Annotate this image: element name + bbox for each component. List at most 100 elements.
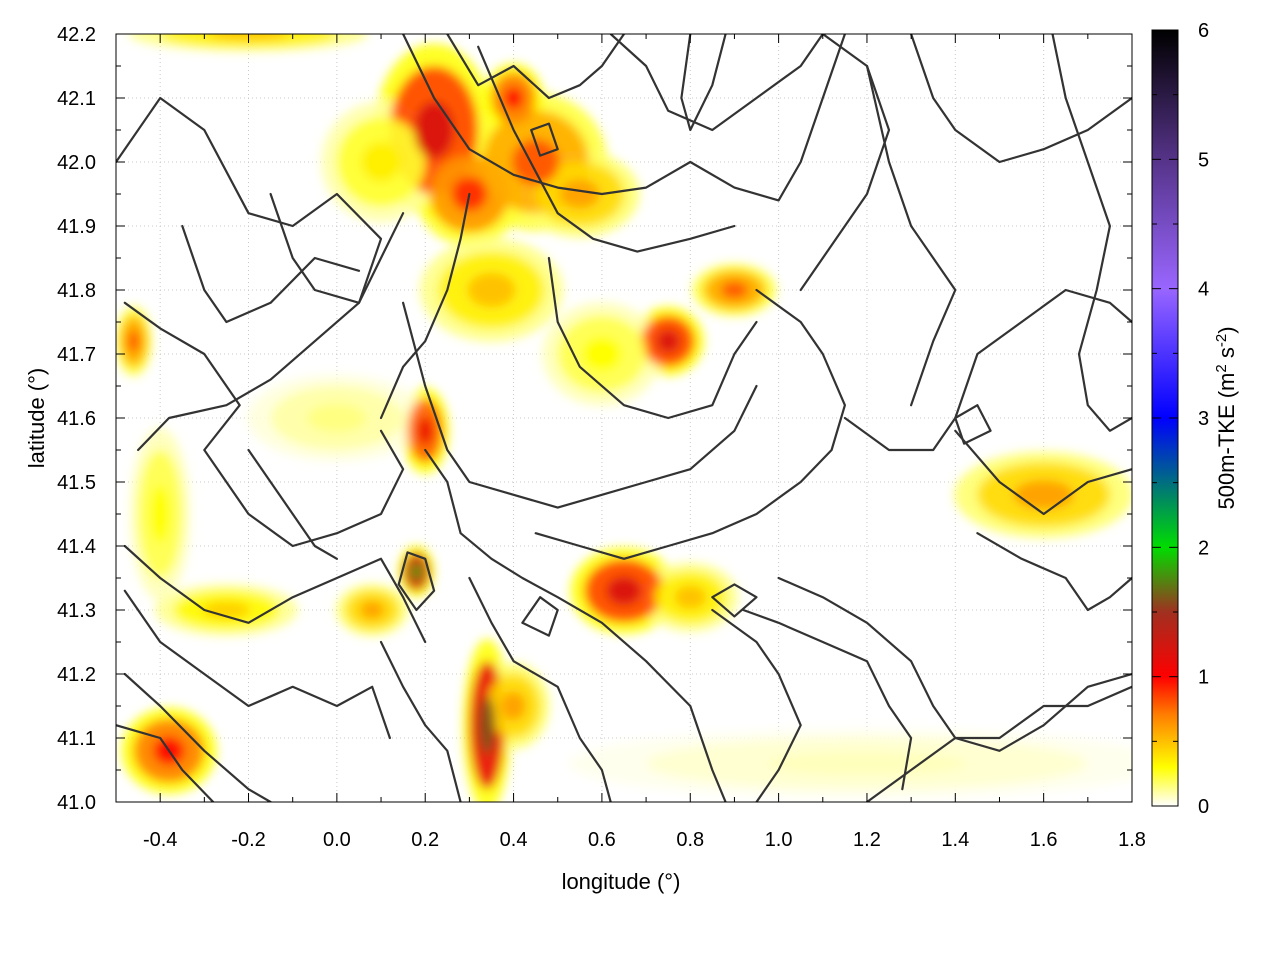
y-tick-label: 41.5 — [57, 472, 96, 494]
terrain-contour-line — [534, 288, 847, 560]
tke-blob-core — [414, 101, 454, 159]
x-tick-label: 1.2 — [853, 829, 881, 851]
terrain-contour-line — [123, 544, 427, 644]
y-tick-label: 41.2 — [57, 664, 96, 686]
terrain-contour-line — [181, 224, 361, 324]
y-tick-label: 41.3 — [57, 600, 96, 622]
tke-blob-core — [1013, 480, 1074, 510]
y-tick-label: 41.0 — [57, 792, 96, 814]
tke-heatmap — [116, 34, 1132, 802]
tke-blob-core — [307, 403, 367, 433]
terrain-contour-line — [468, 576, 612, 802]
x-tick-label: 1.4 — [941, 829, 969, 851]
colorbar-tick-label: 2 — [1198, 537, 1209, 559]
terrain-contour-line — [609, 34, 824, 132]
tke-blob-core — [202, 601, 251, 619]
tke-blob-core — [150, 485, 171, 543]
tke-blob-core — [501, 691, 526, 721]
tke-blob-core — [361, 141, 401, 183]
tke-blob-core — [127, 329, 140, 353]
terrain-contour-line — [865, 685, 1132, 802]
x-axis-title: longitude (°) — [562, 869, 681, 894]
colorbar-tick-labels: 0 1 2 3 4 5 6 — [1198, 20, 1209, 818]
colorbar-tick-label: 3 — [1198, 408, 1209, 430]
terrain-contour-line — [976, 532, 1132, 612]
y-tick-label: 41.9 — [57, 216, 96, 238]
x-tick-label: 1.6 — [1030, 829, 1058, 851]
terrain-contour-line — [123, 672, 272, 802]
terrain-contour-line — [379, 640, 462, 802]
colorbar-title-mid: s — [1214, 347, 1239, 364]
terrain-contour-line — [711, 608, 802, 802]
tke-blob-core — [674, 585, 707, 609]
terrain-contour-line — [123, 589, 391, 740]
terrain-contour-line — [680, 34, 727, 132]
y-tick-label: 41.7 — [57, 344, 96, 366]
tke-blob-core — [479, 696, 496, 754]
y-tick-labels: 41.0 41.1 41.2 41.3 41.4 41.5 41.6 41.7 41.8 41.9… — [57, 24, 96, 814]
terrain-contour-line — [689, 34, 847, 202]
colorbar-title: 500m-TKE (m2 s-2) — [1213, 326, 1240, 509]
colorbar-tick-label: 6 — [1198, 20, 1209, 42]
terrain-contour-line — [547, 256, 758, 420]
terrain-contour-line — [1051, 34, 1132, 432]
x-tick-label: -0.2 — [231, 829, 265, 851]
y-tick-label: 41.6 — [57, 408, 96, 430]
terrain-contour-line — [865, 64, 957, 407]
terrain-contour-line — [521, 596, 559, 637]
y-tick-label: 42.2 — [57, 24, 96, 46]
x-tick-label: 0.8 — [676, 829, 704, 851]
terrain-contour-line — [799, 34, 891, 292]
terrain-contour-line — [402, 34, 692, 196]
tke-blob-core — [606, 576, 642, 606]
y-tick-label: 41.4 — [57, 536, 96, 558]
terrain-contour-line — [954, 429, 1132, 516]
terrain-contour-line — [123, 301, 405, 548]
colorbar-ticks — [1152, 29, 1178, 807]
terrain-contour-line — [530, 122, 559, 157]
colorbar-title-sup2: -2 — [1213, 334, 1230, 347]
terrain-contour-line — [446, 34, 626, 100]
x-tick-label: 1.0 — [765, 829, 793, 851]
y-tick-label: 42.1 — [57, 88, 96, 110]
colorbar-tick-label: 5 — [1198, 149, 1209, 171]
terrain-contour-line — [711, 583, 758, 618]
tke-blob-core — [767, 752, 967, 776]
terrain-contour-line — [116, 724, 215, 802]
tke-blob-core — [410, 562, 423, 581]
terrain-contour-line — [477, 45, 736, 253]
x-tick-label: 1.8 — [1118, 829, 1146, 851]
tke-blob-core — [559, 179, 600, 209]
terrain-contour-line — [379, 192, 471, 420]
tke-blob-core — [582, 336, 622, 372]
terrain-contour-line — [269, 192, 405, 304]
tke-blob-core — [360, 601, 385, 619]
colorbar-tick-label: 4 — [1198, 279, 1209, 301]
x-tick-labels: -0.4 -0.2 0.0 0.2 0.4 0.6 0.8 1.0 1.2 1.4 1.6 1.8 — [143, 829, 1146, 851]
terrain-contour-line — [424, 448, 727, 802]
y-tick-label: 41.1 — [57, 728, 96, 750]
colorbar-tick-label: 0 — [1198, 796, 1209, 818]
terrain-contour-line — [402, 301, 758, 509]
colorbar-title-suffix: ) — [1214, 326, 1239, 333]
terrain-contour-line — [742, 608, 913, 791]
x-tick-label: 0.6 — [588, 829, 616, 851]
x-tick-label: 0.2 — [411, 829, 439, 851]
y-tick-label: 42.0 — [57, 152, 96, 174]
x-tick-label: 0.4 — [500, 829, 528, 851]
tke-blob-group — [116, 34, 1132, 802]
tke-blob-core — [656, 329, 681, 353]
colorbar-title-sup1: 2 — [1213, 364, 1230, 372]
x-tick-label: -0.4 — [143, 829, 177, 851]
tke-blob-core — [720, 281, 749, 299]
tke-blob-core — [503, 86, 524, 110]
colorbar-title-prefix: 500m-TKE (m — [1214, 373, 1239, 510]
terrain-contour-line — [247, 448, 338, 560]
colorbar-tick-label: 1 — [1198, 667, 1209, 689]
y-tick-label: 41.8 — [57, 280, 96, 302]
terrain-contour-line — [397, 551, 436, 612]
tke-blob-core — [417, 416, 434, 446]
terrain-contours — [116, 34, 1132, 802]
terrain-contour-line — [909, 34, 1132, 164]
